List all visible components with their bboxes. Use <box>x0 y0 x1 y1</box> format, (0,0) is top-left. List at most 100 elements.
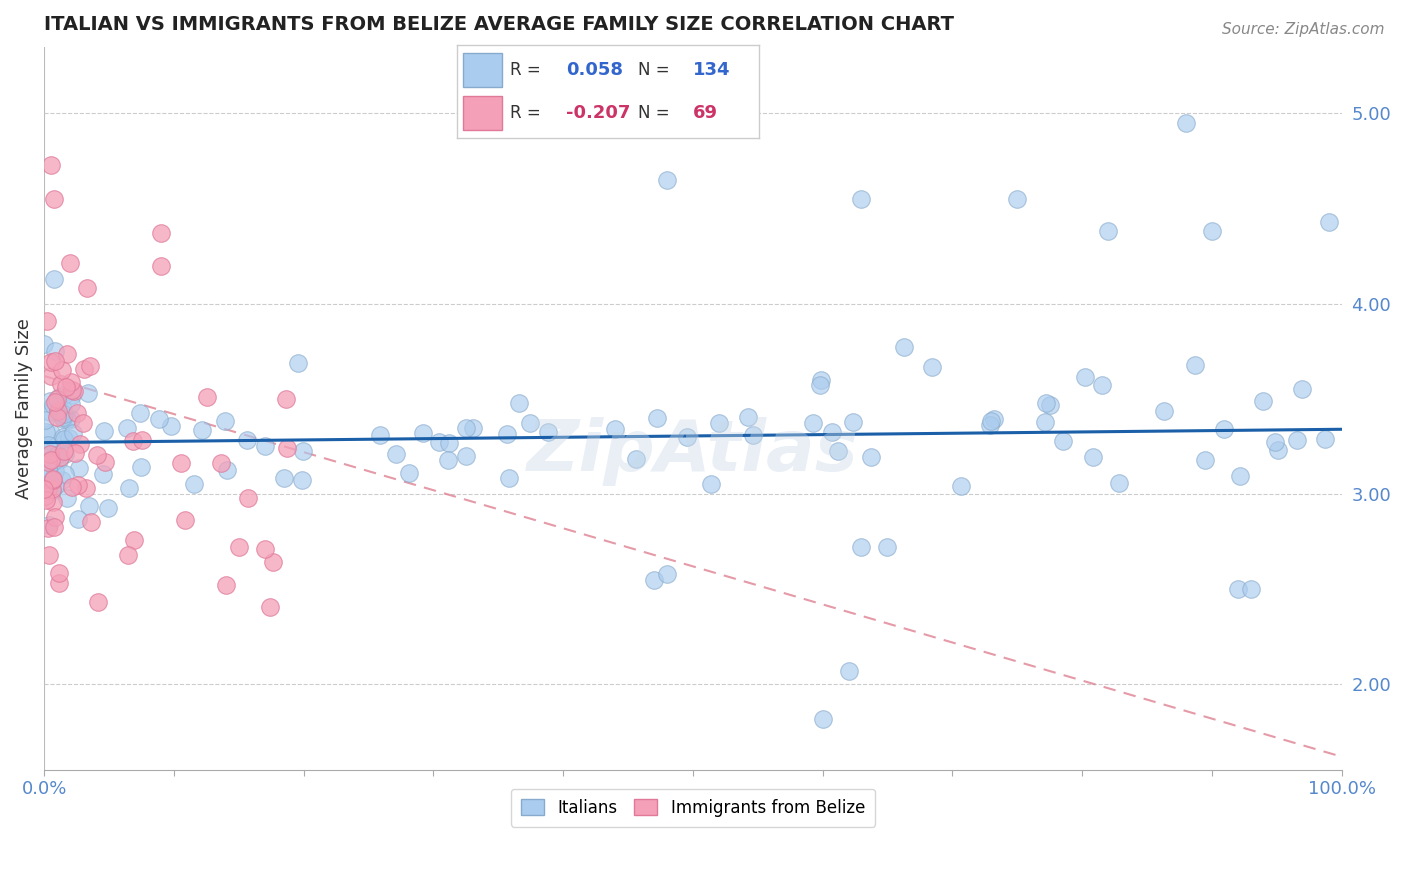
Point <box>876 541 898 555</box>
Point <box>842 415 865 429</box>
Point <box>48 453 70 467</box>
Point <box>87 595 110 609</box>
Point <box>75 481 97 495</box>
Point <box>79 359 101 373</box>
Point <box>211 456 233 470</box>
Point <box>980 414 1002 428</box>
Point <box>1240 582 1263 596</box>
Point <box>1194 453 1216 467</box>
Point <box>39 158 62 172</box>
Point <box>55 346 77 360</box>
Point <box>35 466 58 480</box>
Point <box>821 425 844 440</box>
Point <box>65 406 87 420</box>
Point <box>34 489 56 503</box>
Point <box>55 412 77 426</box>
Point <box>44 343 66 358</box>
FancyBboxPatch shape <box>463 53 502 87</box>
Point <box>73 362 96 376</box>
Point <box>72 416 94 430</box>
Point <box>1039 398 1062 412</box>
Point <box>605 422 627 436</box>
Point <box>508 395 530 409</box>
Point <box>121 434 143 448</box>
Point <box>1251 394 1274 409</box>
Point <box>53 447 76 461</box>
Point <box>94 455 117 469</box>
Point <box>1052 434 1074 449</box>
Point <box>86 448 108 462</box>
Point <box>39 454 62 468</box>
Point <box>49 450 72 465</box>
Point <box>412 426 434 441</box>
Point <box>39 453 62 467</box>
Point <box>46 410 69 425</box>
Text: R =: R = <box>510 104 540 122</box>
Text: 69: 69 <box>693 104 717 122</box>
Text: N =: N = <box>638 61 669 78</box>
Point <box>41 443 63 458</box>
Point <box>191 423 214 437</box>
Point <box>537 425 560 439</box>
Point <box>44 395 66 409</box>
Point <box>235 433 257 447</box>
Point <box>76 280 98 294</box>
Point <box>39 355 62 369</box>
Point <box>1108 475 1130 490</box>
Point <box>44 354 66 368</box>
Point <box>385 447 408 461</box>
Point <box>48 390 70 404</box>
Point <box>1285 433 1308 447</box>
Point <box>436 453 458 467</box>
Point <box>236 491 259 505</box>
Point <box>97 501 120 516</box>
Point <box>55 380 77 394</box>
Point <box>38 464 60 478</box>
Text: R =: R = <box>510 61 540 78</box>
Point <box>463 420 485 434</box>
Point <box>456 449 478 463</box>
Point <box>38 548 60 562</box>
Point <box>117 548 139 562</box>
Point <box>37 461 59 475</box>
Point <box>42 520 65 534</box>
Point <box>183 477 205 491</box>
Point <box>37 483 59 497</box>
Point <box>46 392 69 407</box>
Point <box>44 464 66 478</box>
Point <box>810 373 832 387</box>
Point <box>149 226 172 240</box>
Point <box>42 472 65 486</box>
Point <box>52 409 75 424</box>
Point <box>737 410 759 425</box>
Point <box>124 533 146 548</box>
Point <box>39 447 62 461</box>
Point <box>51 473 73 487</box>
Point <box>60 388 83 402</box>
Point <box>42 398 65 412</box>
Point <box>979 417 1001 432</box>
Point <box>254 440 277 454</box>
Point <box>52 430 75 444</box>
Point <box>454 421 477 435</box>
Point <box>59 397 82 411</box>
Text: -0.207: -0.207 <box>565 104 630 122</box>
Text: ZipAtlas: ZipAtlas <box>527 417 859 486</box>
Point <box>67 512 90 526</box>
Point <box>131 433 153 447</box>
Point <box>519 417 541 431</box>
Point <box>174 513 197 527</box>
Point <box>368 428 391 442</box>
Point <box>32 482 55 496</box>
Point <box>117 481 139 495</box>
Point <box>1035 395 1057 409</box>
Point <box>1212 422 1234 436</box>
Point <box>624 451 647 466</box>
Point <box>1074 370 1097 384</box>
Point <box>59 256 82 270</box>
Text: Source: ZipAtlas.com: Source: ZipAtlas.com <box>1222 22 1385 37</box>
Point <box>811 712 834 726</box>
Point <box>496 426 519 441</box>
Point <box>34 336 56 351</box>
Point <box>950 479 973 493</box>
